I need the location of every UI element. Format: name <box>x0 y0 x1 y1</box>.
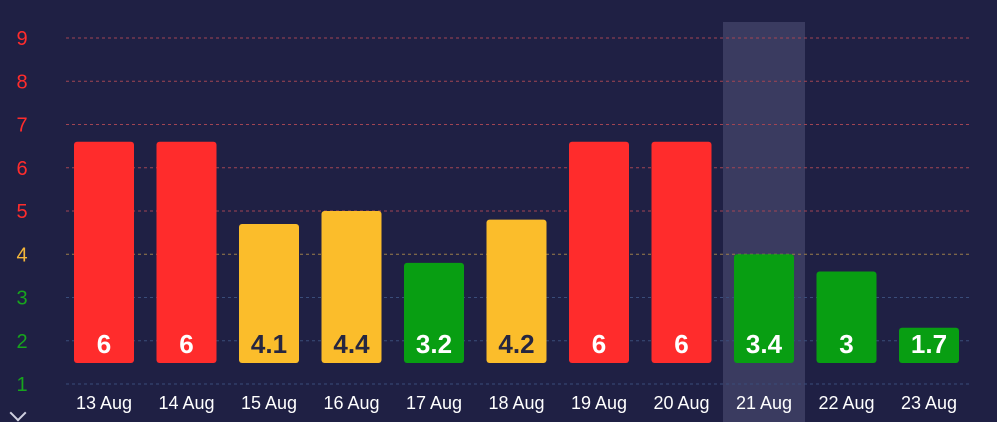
bar[interactable] <box>734 254 794 363</box>
bars: 6 6 4.1 4.4 3.2 4.2 6 6 3.4 3 1.7 <box>74 141 959 363</box>
x-tick-label: 13 Aug <box>76 393 132 413</box>
x-tick-label: 15 Aug <box>241 393 297 413</box>
x-tick-label: 21 Aug <box>736 393 792 413</box>
bar[interactable] <box>569 141 629 363</box>
y-tick-label: 6 <box>16 158 27 180</box>
bar[interactable] <box>899 327 959 363</box>
y-tick-label: 7 <box>16 115 27 137</box>
x-tick-label: 20 Aug <box>653 393 709 413</box>
x-tick-label: 18 Aug <box>488 393 544 413</box>
bar[interactable] <box>404 262 464 363</box>
bar-value-label: 6 <box>179 329 193 359</box>
x-tick-label: 16 Aug <box>323 393 379 413</box>
bar-value-label: 6 <box>592 329 606 359</box>
y-tick-label: 9 <box>16 28 27 50</box>
y-tick-label: 5 <box>16 201 27 223</box>
x-tick-label: 22 Aug <box>818 393 874 413</box>
bar-value-label: 4.1 <box>251 329 287 359</box>
y-axis: 1 2 3 4 5 6 7 8 9 <box>16 28 27 396</box>
x-tick-label: 19 Aug <box>571 393 627 413</box>
y-tick-label: 8 <box>16 71 27 93</box>
bar[interactable] <box>156 141 217 363</box>
bar-value-label: 4.2 <box>498 329 534 359</box>
x-axis: 13 Aug 14 Aug 15 Aug 16 Aug 17 Aug 18 Aug 19 A… <box>76 393 957 413</box>
bar-value-label: 4.4 <box>333 329 370 359</box>
bar[interactable] <box>239 223 299 363</box>
x-tick-label: 17 Aug <box>406 393 462 413</box>
bar[interactable] <box>651 141 712 363</box>
bar-value-label: 6 <box>97 329 111 359</box>
y-tick-label: 2 <box>16 331 27 353</box>
y-tick-label: 4 <box>16 244 27 266</box>
bar-value-label: 3 <box>839 329 853 359</box>
x-tick-label: 23 Aug <box>901 393 957 413</box>
bar[interactable] <box>321 211 382 363</box>
y-tick-label: 3 <box>16 288 27 310</box>
bar[interactable] <box>74 141 134 363</box>
x-tick-label: 14 Aug <box>158 393 214 413</box>
y-tick-label: 1 <box>16 374 27 396</box>
bar-value-label: 3.2 <box>416 329 452 359</box>
bar[interactable] <box>816 271 877 363</box>
bar-value-label: 3.4 <box>746 329 783 359</box>
bar[interactable] <box>486 219 547 363</box>
bar-value-label: 6 <box>674 329 688 359</box>
bar-value-label: 1.7 <box>911 329 947 359</box>
